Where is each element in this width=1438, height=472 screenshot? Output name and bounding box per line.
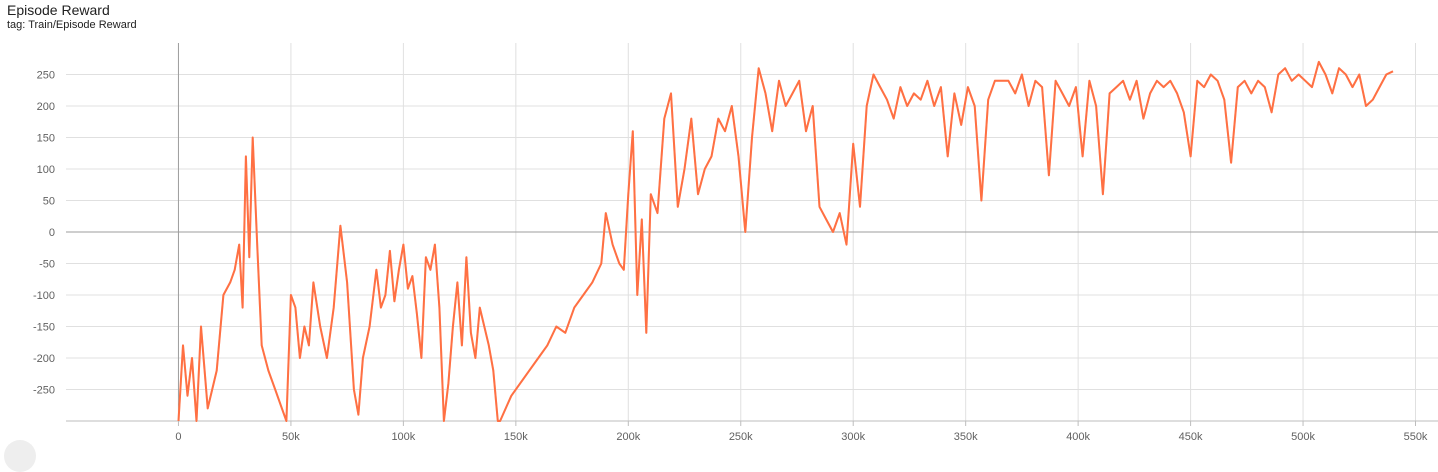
x-tick-label: 450k xyxy=(1179,431,1203,443)
x-tick-label: 500k xyxy=(1291,431,1315,443)
x-tick-label: 100k xyxy=(391,431,415,443)
axes xyxy=(66,43,1438,426)
raw-series-line xyxy=(177,60,1394,422)
y-tick-label: -50 xyxy=(39,259,55,271)
raw-reward-line xyxy=(177,60,1394,422)
chart-title: Episode Reward xyxy=(7,2,110,18)
x-tick-label: 150k xyxy=(504,431,528,443)
chart-tag-subtitle: tag: Train/Episode Reward xyxy=(7,19,137,31)
episode-reward-chart[interactable]: -250 -200 -150 -100 -50 0 50 100 150 200 250 0 50k 1… xyxy=(0,0,1438,450)
y-tick-label: 100 xyxy=(37,164,55,176)
card-header: Episode Reward tag: Train/Episode Reward xyxy=(7,2,137,32)
x-tick-label: 200k xyxy=(616,431,640,443)
x-tick-label: 0 xyxy=(175,431,181,443)
y-tick-label: -150 xyxy=(33,322,55,334)
smoothed-series-line xyxy=(177,60,1394,422)
y-tick-label: 50 xyxy=(43,196,55,208)
smoothed-reward-line xyxy=(177,60,1394,422)
y-tick-label: 150 xyxy=(37,133,55,145)
y-tick-label: -100 xyxy=(33,290,55,302)
x-tick-label: 50k xyxy=(282,431,300,443)
x-tick-label: 550k xyxy=(1404,431,1428,443)
y-tick-label: 200 xyxy=(37,101,55,113)
x-tick-label: 300k xyxy=(841,431,865,443)
x-tick-label: 350k xyxy=(954,431,978,443)
x-tick-labels: 0 50k 100k 150k 200k 250k 300k 350k 400k 450k 500k… xyxy=(175,431,1428,443)
y-tick-label: -200 xyxy=(33,353,55,365)
fit-domain-button[interactable] xyxy=(4,440,36,472)
x-tick-label: 250k xyxy=(729,431,753,443)
x-tick-label: 400k xyxy=(1066,431,1090,443)
y-tick-label: 0 xyxy=(49,227,55,239)
y-tick-label: 250 xyxy=(37,70,55,82)
y-tick-labels: -250 -200 -150 -100 -50 0 50 100 150 200 250 xyxy=(33,70,55,397)
y-tick-label: -250 xyxy=(33,385,55,397)
